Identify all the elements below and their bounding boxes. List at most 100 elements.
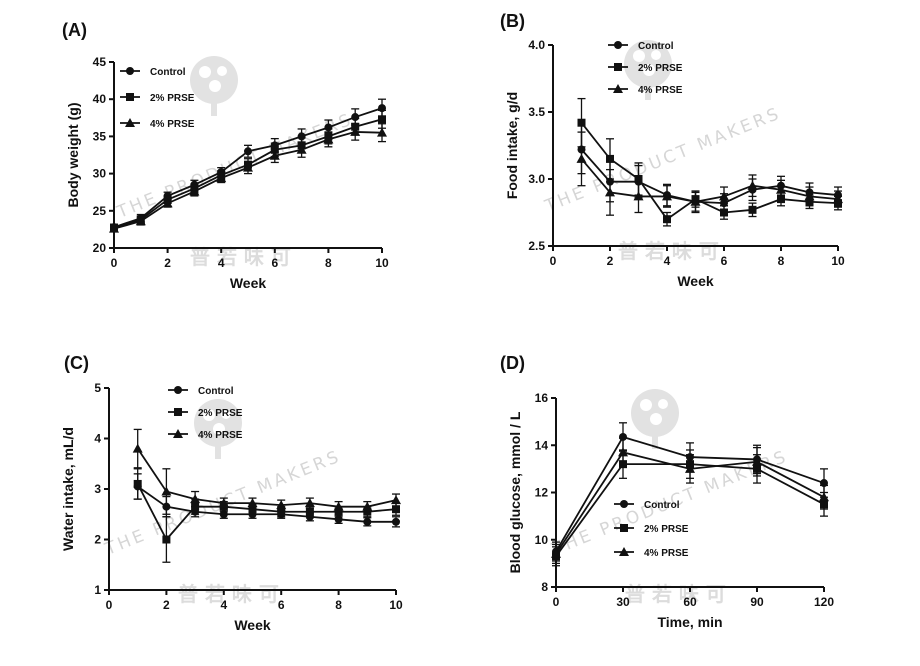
chart-panel-b: (B) 2.5 3.0 3.5 4.0 0 2 4 6 8 10 Week Food intake, g…	[500, 11, 845, 289]
y-axis-title: Blood glucose, mmol / L	[507, 411, 523, 573]
legend-label: Control	[638, 41, 674, 52]
data-point	[819, 492, 829, 502]
legend-item: 4% PRSE	[168, 429, 243, 441]
data-point	[576, 153, 587, 163]
data-point	[162, 198, 173, 208]
legend-label: 2% PRSE	[150, 93, 195, 104]
data-point	[605, 187, 615, 197]
data-point	[190, 494, 201, 504]
legend: Control 2% PRSE 4% PRSE	[120, 67, 195, 130]
y-tick-label: 4	[94, 432, 101, 446]
data-point	[216, 173, 227, 183]
data-point	[161, 486, 172, 496]
series-2-prse	[577, 97, 842, 227]
legend-item: 2% PRSE	[120, 93, 195, 104]
watermark-cjk-text: 普 若 味 可	[625, 582, 726, 606]
x-tick-label: 0	[553, 595, 560, 609]
series-line	[580, 148, 839, 205]
legend-label: Control	[198, 386, 234, 397]
series-4-prse	[132, 428, 401, 515]
watermark-cjk-text: 普 若 味 可	[618, 239, 719, 263]
data-point	[392, 517, 400, 526]
tree-logo-icon	[624, 40, 672, 100]
legend-label: Control	[150, 67, 186, 78]
legend-label: 2% PRSE	[198, 408, 243, 419]
legend-item: 2% PRSE	[614, 524, 689, 535]
data-point	[752, 456, 762, 466]
y-tick-label: 30	[93, 167, 107, 181]
legend-label: Control	[644, 500, 680, 511]
data-point	[333, 501, 344, 511]
x-tick-label: 4	[220, 598, 227, 612]
data-point	[606, 154, 614, 163]
data-point	[663, 215, 671, 224]
legend: Control 2% PRSE 4% PRSE	[608, 41, 683, 96]
y-tick-label: 45	[93, 55, 107, 69]
panel-label: (B)	[500, 11, 525, 31]
legend-marker	[620, 500, 628, 508]
legend-item: 2% PRSE	[168, 408, 243, 419]
legend-marker	[174, 408, 182, 416]
data-point	[719, 191, 729, 201]
y-axis-title: Water intake, mL/d	[60, 427, 76, 551]
x-tick-label: 60	[683, 595, 697, 609]
y-tick-label: 14	[535, 438, 549, 452]
data-point	[296, 144, 307, 154]
y-axis-title: Food intake, g/d	[504, 92, 520, 199]
legend-label: 2% PRSE	[644, 524, 689, 535]
data-point	[720, 208, 728, 217]
y-tick-label: 5	[94, 381, 101, 395]
y-tick-label: 3	[94, 482, 101, 496]
data-point	[378, 115, 386, 124]
chart-panel-a: (A) 20 25 30 35 40 45 0 2 4 6 8 10 Week Body weight (g…	[62, 20, 389, 291]
x-tick-label: 4	[218, 256, 225, 270]
data-point	[247, 498, 258, 508]
x-tick-label: 6	[271, 256, 278, 270]
x-tick-label: 10	[375, 256, 389, 270]
y-tick-label: 8	[541, 580, 548, 594]
chart-panel-d: (D) 8 10 12 14 16 0 30 60 90 120 Time, min Blood glu…	[500, 353, 834, 630]
legend-marker	[125, 118, 135, 127]
data-point	[633, 191, 644, 201]
y-tick-label: 2.5	[528, 239, 545, 253]
data-point	[132, 443, 143, 453]
chart-panel-c: (C) 1 2 3 4 5 0 2 4 6 8 10 Week Water intake, mL/d Con…	[60, 353, 403, 633]
legend-marker	[614, 41, 622, 49]
legend-marker	[619, 547, 629, 556]
x-tick-label: 8	[778, 254, 785, 268]
data-point	[276, 500, 287, 510]
legend: Control 2% PRSE 4% PRSE	[614, 500, 689, 559]
data-point	[362, 501, 373, 511]
legend-label: 4% PRSE	[150, 119, 195, 130]
y-tick-label: 40	[93, 92, 107, 106]
y-tick-label: 25	[93, 204, 107, 218]
data-point	[305, 507, 314, 516]
x-tick-label: 120	[814, 595, 834, 609]
x-tick-label: 2	[607, 254, 614, 268]
data-point	[277, 507, 286, 516]
x-tick-label: 6	[278, 598, 285, 612]
data-point	[776, 184, 786, 194]
data-point	[748, 205, 757, 214]
data-point	[577, 118, 586, 127]
legend-marker	[614, 63, 622, 71]
data-point	[304, 498, 315, 508]
legend-marker	[620, 524, 628, 532]
data-point	[690, 196, 701, 206]
data-point	[133, 479, 142, 488]
panel-label: (A)	[62, 20, 87, 40]
data-point	[162, 535, 171, 544]
tree-logo-icon	[631, 389, 679, 449]
x-tick-label: 8	[335, 598, 342, 612]
series-line	[137, 485, 396, 523]
x-tick-label: 30	[616, 595, 630, 609]
x-tick-label: 90	[750, 595, 764, 609]
panel-label: (C)	[64, 353, 89, 373]
y-axis-title: Body weight (g)	[65, 103, 81, 208]
legend: Control 2% PRSE 4% PRSE	[168, 386, 243, 441]
legend-item: Control	[168, 386, 234, 397]
data-point	[269, 150, 280, 160]
tree-logo-icon	[190, 56, 238, 116]
